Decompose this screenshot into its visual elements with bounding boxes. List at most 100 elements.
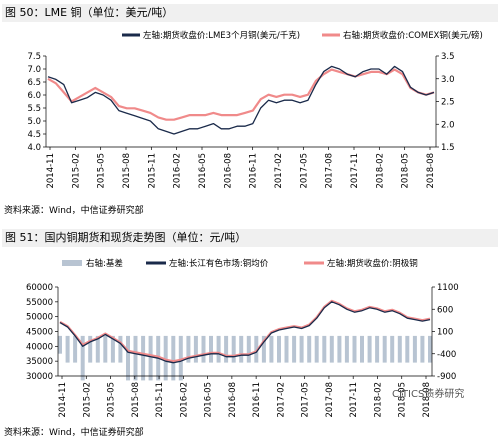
- figure-51-axes: 60000 55000 50000 45000 40000 35000 30000 1100 6…: [26, 283, 459, 418]
- basis-bar: [163, 335, 168, 381]
- left-tick-label: 6.5: [27, 78, 41, 88]
- x-tick-label: 2017-08: [325, 382, 335, 418]
- x-tick-label: 2015-02: [71, 153, 81, 189]
- basis-bar: [201, 335, 206, 363]
- basis-bar: [360, 335, 364, 363]
- basis-bar: [299, 335, 304, 363]
- figure-51: 图 51：国内铜期货和现货走势图（单位：元/吨） 右轴:基差 左轴:长江有色市场…: [0, 225, 500, 445]
- basis-bar: [103, 335, 108, 363]
- left-tick-label: 4.5: [27, 130, 41, 140]
- basis-bar: [246, 335, 251, 363]
- basis-bar: [307, 335, 312, 363]
- basis-bar: [367, 335, 372, 363]
- x-tick-label: 2017-02: [274, 153, 284, 189]
- x-tick-label: 2016-11: [252, 382, 262, 418]
- x-tick-label: 2018-02: [375, 153, 385, 189]
- figure-50-legend: 左轴:期货收盘价:LME3个月铜(美元/千克) 右轴:期货收盘价:COMEX铜(…: [122, 30, 483, 41]
- legend-swatch-basis: [62, 260, 82, 266]
- left-tick-label: 5.5: [27, 104, 41, 114]
- basis-bar: [352, 335, 357, 363]
- basis-bar: [141, 335, 146, 381]
- basis-bar: [171, 335, 176, 381]
- x-tick-label: 2017-02: [276, 382, 286, 418]
- figure-51-lines: [59, 299, 431, 364]
- basis-bar: [73, 335, 78, 363]
- right-tick-label: -900: [437, 372, 456, 382]
- left-tick-label: 45000: [26, 328, 53, 338]
- figure-51-source: 资料来源：Wind，中信证券研究部: [4, 428, 144, 438]
- figure-51-title-bar: 图 51：国内铜期货和现货走势图（单位：元/吨）: [2, 229, 498, 247]
- left-tick-label: 6.0: [27, 91, 41, 101]
- basis-bar: [329, 335, 334, 363]
- right-tick-label: 100: [437, 328, 453, 338]
- x-tick-label: 2018-05: [398, 382, 408, 418]
- basis-bar: [88, 335, 93, 363]
- legend-label-lme: 左轴:期货收盘价:LME3个月铜(美元/千克): [143, 30, 300, 41]
- basis-bar: [428, 335, 432, 363]
- x-tick-label: 2015-02: [82, 382, 92, 418]
- x-tick-label: 2015-11: [155, 382, 165, 418]
- left-tick-label: 4.0: [27, 143, 41, 153]
- x-tick-label: 2018-05: [401, 153, 411, 189]
- x-tick-label: 2017-11: [349, 382, 359, 418]
- basis-bar: [397, 335, 402, 363]
- basis-bar: [209, 335, 213, 363]
- figure-50-axes: 7.5 7.0 6.5 6.0 5.5 5.0 4.5 4.0 3.5 3.0 2.5 2.0 1.5 2…: [27, 52, 454, 189]
- x-tick-label: 2016-02: [173, 153, 183, 189]
- figure-50-source: 资料来源：Wind，中信证券研究部: [4, 206, 144, 216]
- basis-bar: [126, 335, 130, 381]
- basis-bar: [337, 335, 342, 363]
- left-tick-label: 7.0: [27, 65, 41, 75]
- basis-bar: [254, 335, 259, 363]
- x-tick-label: 2017-05: [301, 382, 311, 418]
- basis-bar: [322, 335, 327, 363]
- left-tick-label: 55000: [26, 298, 53, 308]
- x-tick-label: 2017-08: [325, 153, 335, 189]
- basis-bar: [148, 335, 153, 381]
- right-tick-label: 600: [437, 305, 453, 315]
- basis-bar: [65, 335, 70, 363]
- figure-50-title-bar: 图 50：LME 铜（单位：美元/吨）: [2, 4, 498, 22]
- basis-bar: [239, 335, 244, 363]
- x-tick-label: 2018-08: [426, 153, 436, 189]
- basis-bar: [382, 335, 387, 363]
- legend-label-futures: 左轴:期货收盘价:阴极铜: [327, 258, 418, 269]
- right-tick-label: 1100: [437, 283, 459, 293]
- x-tick-label: 2017-11: [350, 153, 360, 189]
- left-tick-label: 60000: [26, 283, 53, 293]
- x-tick-label: 2015-08: [122, 153, 132, 189]
- basis-bar: [344, 335, 349, 363]
- right-tick-label: 2.0: [441, 120, 455, 130]
- basis-bar: [314, 335, 319, 363]
- figure-51-title: 图 51：国内铜期货和现货走势图（单位：元/吨）: [5, 231, 247, 244]
- figure-51-watermark: CITICS债券研究: [392, 389, 465, 400]
- x-tick-label: 2015-08: [131, 382, 141, 418]
- left-tick-label: 35000: [26, 357, 53, 367]
- basis-bar: [133, 335, 138, 381]
- legend-label-spot: 左轴:长江有色市场:铜均价: [169, 258, 269, 269]
- basis-bar: [231, 335, 236, 363]
- basis-bar: [178, 335, 183, 381]
- left-tick-label: 40000: [26, 342, 53, 352]
- right-tick-label: 2.5: [441, 98, 455, 108]
- x-tick-label: 2016-05: [198, 153, 208, 189]
- basis-bar: [58, 335, 62, 354]
- figure-50-chart: 左轴:期货收盘价:LME3个月铜(美元/千克) 右轴:期货收盘价:COMEX铜(…: [27, 30, 483, 189]
- series-line-futures: [59, 299, 431, 363]
- right-tick-label: 3.0: [441, 75, 455, 85]
- basis-bar: [216, 335, 221, 363]
- x-tick-label: 2014-11: [46, 153, 56, 189]
- basis-bar: [284, 335, 289, 363]
- figure-50: 图 50：LME 铜（单位：美元/吨） 左轴:期货收盘价:LME3个月铜(美元/…: [0, 0, 500, 216]
- basis-bar: [95, 335, 100, 363]
- basis-bar: [420, 335, 425, 363]
- x-tick-label: 2016-08: [223, 153, 233, 189]
- left-tick-label: 50000: [26, 313, 53, 323]
- x-tick-label: 2014-11: [58, 382, 68, 418]
- legend-label-comex: 右轴:期货收盘价:COMEX铜(美元/磅): [343, 30, 483, 41]
- figure-51-chart: 右轴:基差 左轴:长江有色市场:铜均价 左轴:期货收盘价:阴极铜 60000 55…: [26, 258, 459, 418]
- basis-bar: [118, 335, 123, 363]
- basis-bar: [375, 335, 380, 363]
- figure-50-title: 图 50：LME 铜（单位：美元/吨）: [5, 6, 174, 19]
- right-tick-label: 1.5: [441, 143, 455, 153]
